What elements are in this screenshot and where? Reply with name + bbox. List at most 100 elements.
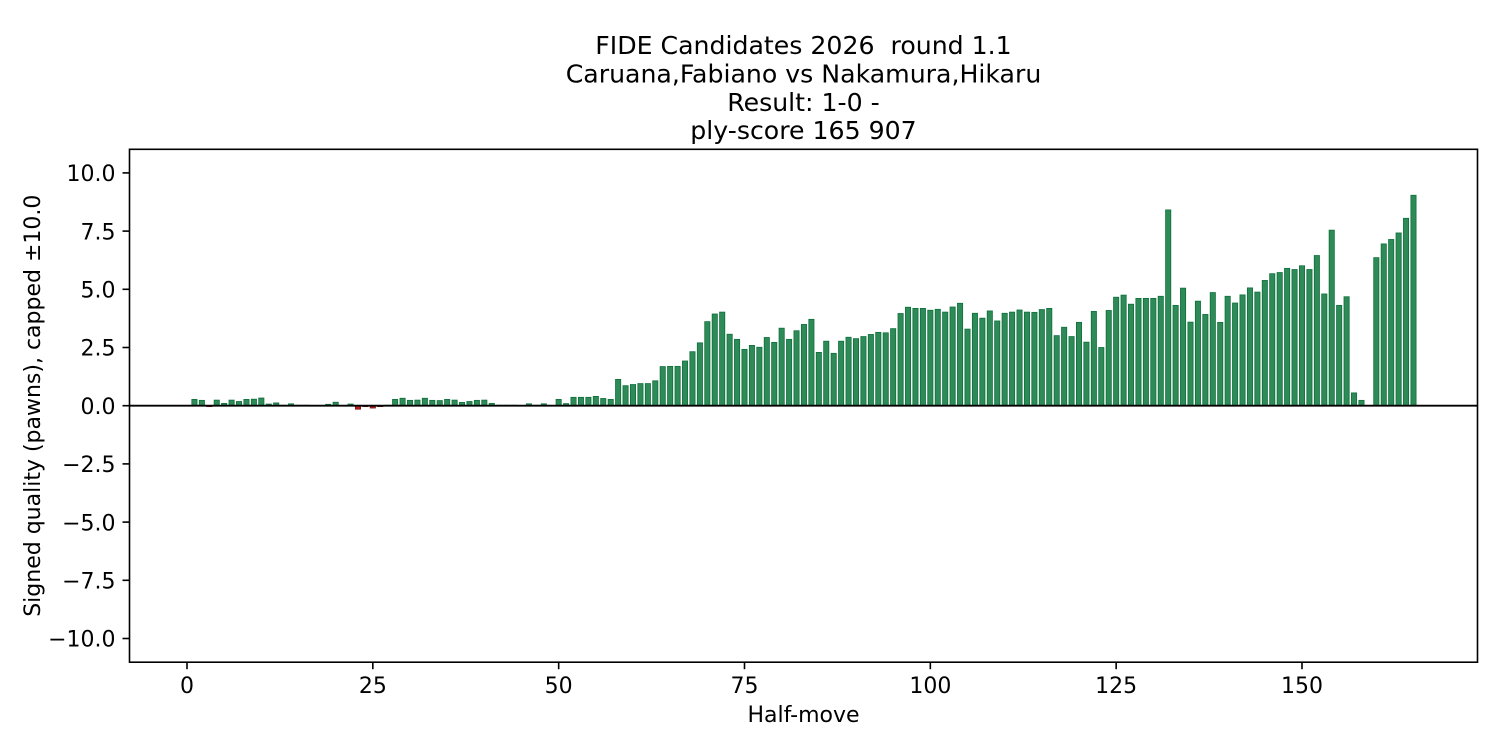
bar-halfmove-64 [659, 366, 666, 407]
bar-halfmove-81 [786, 338, 793, 407]
bar-halfmove-102 [942, 311, 949, 407]
bar-halfmove-130 [1150, 297, 1157, 407]
bar-halfmove-118 [1061, 326, 1068, 407]
bar-halfmove-91 [860, 336, 867, 407]
bar-halfmove-84 [808, 318, 815, 407]
bar-halfmove-101 [934, 308, 941, 407]
bar-halfmove-96 [897, 313, 904, 407]
bar-halfmove-67 [682, 360, 689, 407]
y-tick-label-10: 10.0 [67, 162, 116, 187]
y-tick-label--2.5: −2.5 [62, 453, 115, 478]
bar-halfmove-68 [689, 351, 696, 407]
bar-halfmove-144 [1254, 291, 1261, 407]
bar-halfmove-149 [1291, 269, 1298, 407]
bar-halfmove-93 [875, 331, 882, 407]
bar-halfmove-152 [1313, 255, 1320, 407]
bar-halfmove-85 [815, 351, 822, 407]
bar-halfmove-135 [1187, 321, 1194, 407]
bar-halfmove-97 [905, 306, 912, 407]
bar-halfmove-73 [726, 333, 733, 407]
bar-halfmove-162 [1388, 239, 1395, 407]
bar-halfmove-10 [258, 397, 265, 407]
bar-halfmove-165 [1410, 194, 1417, 407]
bar-halfmove-65 [667, 365, 674, 407]
bar-halfmove-125 [1113, 296, 1120, 407]
bar-halfmove-108 [986, 310, 993, 407]
bar-halfmove-138 [1209, 292, 1216, 407]
bar-halfmove-146 [1269, 273, 1276, 407]
bar-halfmove-28 [392, 399, 399, 407]
bar-halfmove-76 [748, 344, 755, 407]
bar-halfmove-124 [1105, 310, 1112, 407]
bar-halfmove-69 [696, 342, 703, 407]
bar-halfmove-111 [1009, 311, 1016, 407]
bar-halfmove-129 [1142, 297, 1149, 407]
bar-halfmove-99 [919, 307, 926, 407]
bar-halfmove-56 [600, 398, 607, 407]
bar-halfmove-155 [1336, 304, 1343, 407]
bar-halfmove-105 [964, 328, 971, 407]
bar-halfmove-103 [949, 306, 956, 407]
y-tick-label-7.5: 7.5 [81, 220, 116, 245]
bar-halfmove-29 [399, 397, 406, 407]
bar-halfmove-55 [592, 395, 599, 407]
bar-halfmove-126 [1120, 294, 1127, 407]
bar-halfmove-63 [652, 380, 659, 407]
y-tick-label-5: 5.0 [81, 279, 116, 304]
y-tick-label-2.5: 2.5 [81, 337, 116, 362]
y-tick-label--10: −10.0 [48, 628, 115, 653]
x-tick-label-150: 150 [1281, 674, 1323, 699]
bar-halfmove-145 [1261, 280, 1268, 407]
bar-halfmove-140 [1224, 295, 1231, 407]
y-tick-label--7.5: −7.5 [62, 570, 115, 595]
bar-halfmove-83 [800, 324, 807, 407]
bar-halfmove-79 [771, 341, 778, 407]
y-tick-label-0: 0.0 [81, 395, 116, 420]
bar-halfmove-89 [845, 336, 852, 407]
bar-halfmove-136 [1194, 300, 1201, 407]
bar-halfmove-90 [853, 338, 860, 407]
bar-halfmove-61 [637, 383, 644, 407]
chart-title-line-plyscore: ply-score 165 907 [690, 116, 916, 145]
bar-halfmove-133 [1172, 304, 1179, 407]
chart-title-line-event: FIDE Candidates 2026 round 1.1 [595, 31, 1011, 60]
bar-halfmove-66 [674, 365, 681, 407]
bar-halfmove-120 [1076, 321, 1083, 407]
bar-halfmove-151 [1306, 269, 1313, 407]
bar-halfmove-122 [1090, 311, 1097, 407]
bar-halfmove-35 [444, 399, 451, 407]
x-tick-label-50: 50 [545, 674, 573, 699]
bar-halfmove-143 [1246, 287, 1253, 407]
bar-halfmove-116 [1046, 307, 1053, 407]
bar-halfmove-161 [1380, 243, 1387, 407]
chart-title-line-result: Result: 1-0 - [727, 88, 880, 117]
bar-halfmove-156 [1343, 296, 1350, 407]
bar-halfmove-114 [1031, 311, 1038, 407]
bar-halfmove-148 [1284, 267, 1291, 407]
bar-halfmove-88 [838, 340, 845, 407]
bar-halfmove-58 [615, 378, 622, 407]
bar-halfmove-163 [1395, 232, 1402, 407]
bar-halfmove-72 [719, 311, 726, 407]
bar-halfmove-117 [1053, 335, 1060, 407]
chart-title: FIDE Candidates 2026 round 1.1 Caruana,F… [566, 31, 1042, 145]
bar-halfmove-57 [607, 399, 614, 407]
bar-halfmove-154 [1328, 229, 1335, 407]
bar-halfmove-86 [823, 340, 830, 407]
bar-halfmove-142 [1239, 294, 1246, 407]
bar-halfmove-8 [243, 399, 250, 407]
bar-halfmove-80 [778, 327, 785, 407]
y-axis-ticks: 10.0 7.5 5.0 2.5 0.0 −2.5 −5.0 −7.5 −10.0 [48, 162, 130, 653]
bar-halfmove-70 [704, 321, 711, 407]
bar-halfmove-131 [1157, 295, 1164, 407]
bar-halfmove-160 [1373, 257, 1380, 407]
bar-halfmove-94 [882, 332, 889, 407]
bar-halfmove-139 [1217, 321, 1224, 407]
bar-halfmove-127 [1128, 303, 1135, 407]
bar-halfmove-141 [1232, 302, 1239, 407]
bar-halfmove-82 [793, 330, 800, 407]
bar-halfmove-110 [1001, 312, 1008, 407]
bar-halfmove-95 [890, 328, 897, 407]
bar-halfmove-157 [1351, 392, 1358, 407]
